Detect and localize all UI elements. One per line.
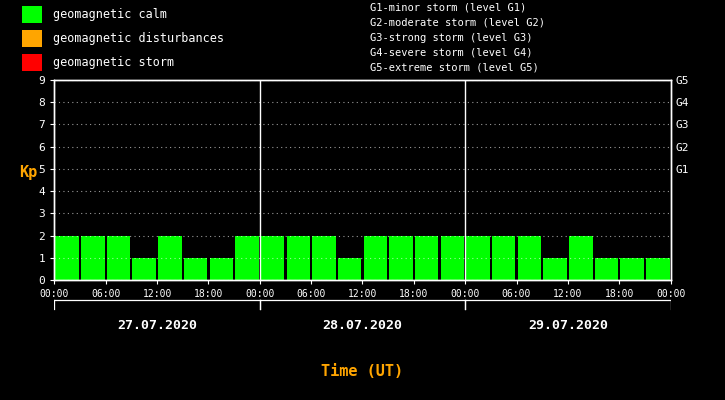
Bar	[621, 258, 644, 280]
Bar	[646, 258, 670, 280]
Bar	[569, 236, 592, 280]
Bar	[81, 236, 104, 280]
Bar	[312, 236, 336, 280]
Bar	[158, 236, 182, 280]
Text: G2-moderate storm (level G2): G2-moderate storm (level G2)	[370, 18, 544, 28]
Bar	[133, 258, 156, 280]
Text: Time (UT): Time (UT)	[321, 364, 404, 380]
Text: 29.07.2020: 29.07.2020	[528, 319, 608, 332]
Text: geomagnetic storm: geomagnetic storm	[53, 56, 174, 69]
Bar	[22, 6, 42, 23]
Bar	[22, 30, 42, 47]
Bar	[261, 236, 284, 280]
Bar	[594, 258, 618, 280]
Text: G1-minor storm (level G1): G1-minor storm (level G1)	[370, 3, 526, 13]
Y-axis label: Kp: Kp	[20, 165, 38, 180]
Text: G3-strong storm (level G3): G3-strong storm (level G3)	[370, 33, 532, 43]
Text: geomagnetic calm: geomagnetic calm	[53, 8, 167, 21]
Bar	[543, 258, 567, 280]
Bar	[22, 54, 42, 71]
Bar	[441, 236, 464, 280]
Bar	[389, 236, 413, 280]
Bar	[363, 236, 387, 280]
Text: geomagnetic disturbances: geomagnetic disturbances	[53, 32, 224, 45]
Text: G5-extreme storm (level G5): G5-extreme storm (level G5)	[370, 62, 539, 72]
Bar	[210, 258, 233, 280]
Bar	[184, 258, 207, 280]
Bar	[107, 236, 130, 280]
Text: G4-severe storm (level G4): G4-severe storm (level G4)	[370, 47, 532, 57]
Bar	[55, 236, 79, 280]
Bar	[286, 236, 310, 280]
Bar	[466, 236, 490, 280]
Bar	[338, 258, 362, 280]
Bar	[235, 236, 259, 280]
Bar	[518, 236, 541, 280]
Bar	[415, 236, 439, 280]
Text: 28.07.2020: 28.07.2020	[323, 319, 402, 332]
Bar	[492, 236, 515, 280]
Text: 27.07.2020: 27.07.2020	[117, 319, 197, 332]
